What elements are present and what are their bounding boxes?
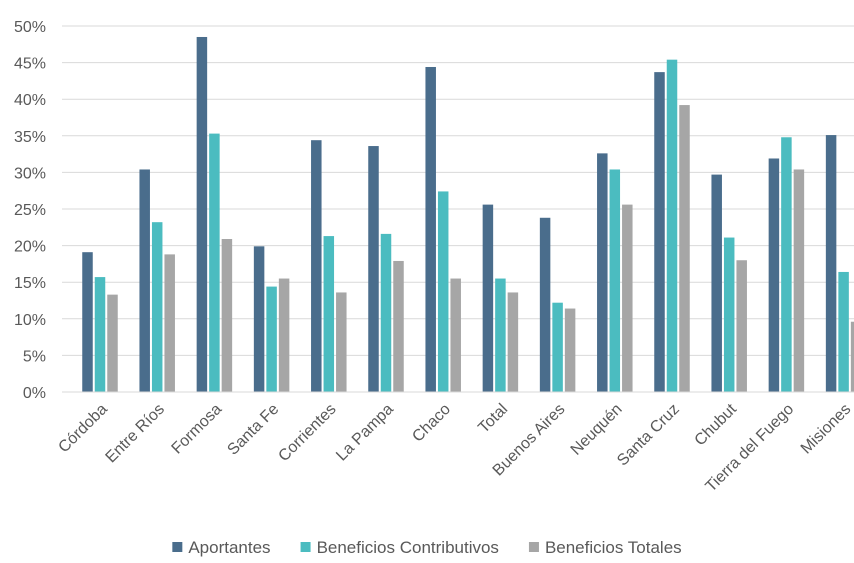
y-tick-label: 10% xyxy=(14,312,46,329)
bar-aportantes xyxy=(253,246,265,392)
x-tick-label: Misiones xyxy=(798,401,854,458)
x-tick-label: Corrientes xyxy=(275,401,339,465)
y-tick-label: 35% xyxy=(14,129,46,146)
bar-beneficios-totales xyxy=(278,278,290,392)
bar-aportantes xyxy=(825,135,837,392)
bar-aportantes xyxy=(597,153,608,392)
bar-beneficios-totales xyxy=(679,105,690,392)
legend-swatch xyxy=(300,542,311,552)
bar-aportantes xyxy=(425,66,436,393)
bar-aportantes xyxy=(311,140,322,392)
legend-label: Aportantes xyxy=(188,538,270,557)
y-axis-ticks: 0% 5% 10% 15% 20% 25% 30% 35% 40% 45% 50% xyxy=(14,19,46,402)
x-tick-label: Chaco xyxy=(409,401,454,446)
bar-beneficios-totales xyxy=(107,294,118,392)
bar-beneficios-contributivos xyxy=(323,236,335,392)
bar-beneficios-contributivos xyxy=(666,59,678,393)
x-tick-label: Formosa xyxy=(169,401,226,458)
bar-beneficios-contributivos xyxy=(380,233,392,392)
bar-aportantes xyxy=(768,158,780,392)
bar-aportantes xyxy=(82,252,93,392)
y-tick-label: 40% xyxy=(14,92,46,109)
legend-swatch xyxy=(528,542,539,552)
x-tick-label: Chubut xyxy=(692,400,741,449)
legend-swatch xyxy=(172,542,183,552)
bar-beneficios-totales xyxy=(793,169,805,392)
y-tick-label: 0% xyxy=(23,385,46,402)
bar-beneficios-contributivos xyxy=(437,191,449,392)
x-tick-label: Neuquén xyxy=(568,401,626,459)
bar-beneficios-contributivos xyxy=(838,271,849,392)
bar-aportantes xyxy=(368,146,379,392)
x-tick-label: Santa Cruz xyxy=(614,401,683,470)
y-tick-label: 30% xyxy=(14,165,46,182)
x-tick-label: Santa Fe xyxy=(224,401,282,459)
x-tick-label: La Pampa xyxy=(333,401,397,465)
gridlines xyxy=(62,25,854,356)
bar-beneficios-contributivos xyxy=(94,277,106,392)
y-tick-label: 45% xyxy=(14,56,46,73)
bar-beneficios-contributivos xyxy=(552,302,563,392)
y-tick-label: 5% xyxy=(23,348,46,365)
bar-aportantes xyxy=(711,174,722,392)
bar-aportantes xyxy=(139,169,150,392)
y-tick-label: 50% xyxy=(14,19,46,36)
bar-beneficios-totales xyxy=(221,239,233,392)
bar-beneficios-contributivos xyxy=(266,286,277,392)
bar-beneficios-totales xyxy=(622,204,633,392)
x-tick-label: Entre Ríos xyxy=(103,401,168,466)
bar-beneficios-totales xyxy=(507,292,519,392)
bar-beneficios-totales xyxy=(736,260,747,392)
bar-beneficios-totales xyxy=(164,254,175,392)
y-tick-label: 15% xyxy=(14,275,46,292)
bar-beneficios-totales xyxy=(564,308,576,392)
y-tick-label: 25% xyxy=(14,202,46,219)
bar-beneficios-contributivos xyxy=(723,237,735,392)
bar-beneficios-totales xyxy=(850,321,854,392)
legend-label: Beneficios Contributivos xyxy=(317,538,499,557)
bar-beneficios-totales xyxy=(336,292,347,392)
bars xyxy=(82,36,854,393)
bar-aportantes xyxy=(654,72,665,393)
bar-beneficios-contributivos xyxy=(609,169,621,392)
bar-beneficios-totales xyxy=(450,278,461,392)
bar-aportantes xyxy=(539,217,551,392)
bar-aportantes xyxy=(196,36,208,392)
bar-beneficios-contributivos xyxy=(781,137,792,392)
bar-aportantes xyxy=(482,204,494,392)
bar-beneficios-contributivos xyxy=(495,278,506,392)
legend: Aportantes Beneficios Contributivos Benefi… xyxy=(172,538,682,557)
bar-beneficios-contributivos xyxy=(151,222,163,392)
x-tick-label: Total xyxy=(475,401,511,437)
bar-beneficios-contributivos xyxy=(209,133,220,392)
y-tick-label: 20% xyxy=(14,239,46,256)
legend-label: Beneficios Totales xyxy=(545,538,682,557)
bar-beneficios-totales xyxy=(393,260,404,392)
x-tick-label: Córdoba xyxy=(55,401,110,456)
